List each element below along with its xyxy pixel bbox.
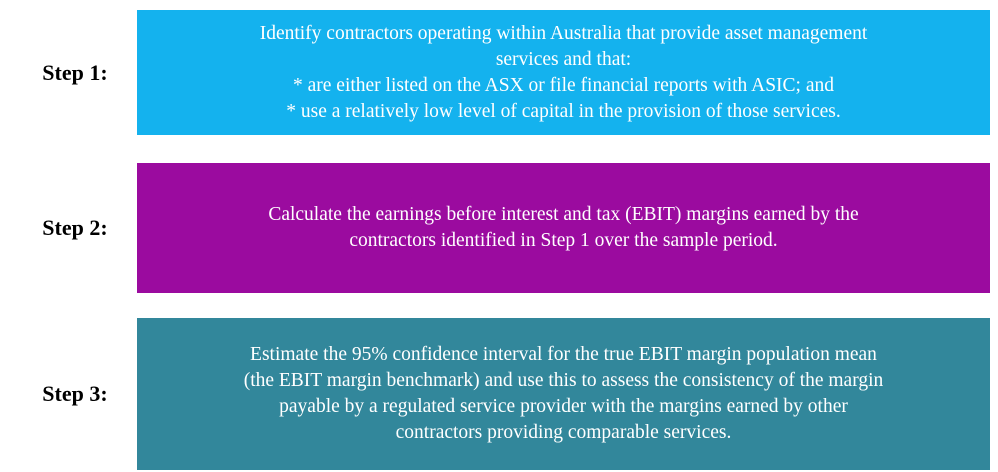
step-text: * use a relatively low level of capital … [286,100,841,122]
step-text: payable by a regulated service provider … [279,396,848,417]
step-text: services and that: [495,48,632,70]
step-box: Calculate the earnings before interest a… [137,163,990,293]
step-label: Step 3: [42,381,108,406]
step-label: Step 1: [42,59,108,85]
step-text: Estimate the 95% confidence interval for… [250,344,877,365]
step-box: Identify contractors operating within Au… [137,10,990,135]
step-box: Estimate the 95% confidence interval for… [137,318,990,470]
step-text: contractors identified in Step 1 over th… [349,230,778,251]
step-text: Identify contractors operating within Au… [259,22,868,44]
step-text: * are either listed on the ASX or file f… [292,74,834,96]
step-text: Calculate the earnings before interest a… [268,204,859,225]
step-text: (the EBIT margin benchmark) and use this… [243,370,884,391]
step-label: Step 2: [42,215,108,240]
step-text: contractors providing comparable service… [395,422,732,443]
